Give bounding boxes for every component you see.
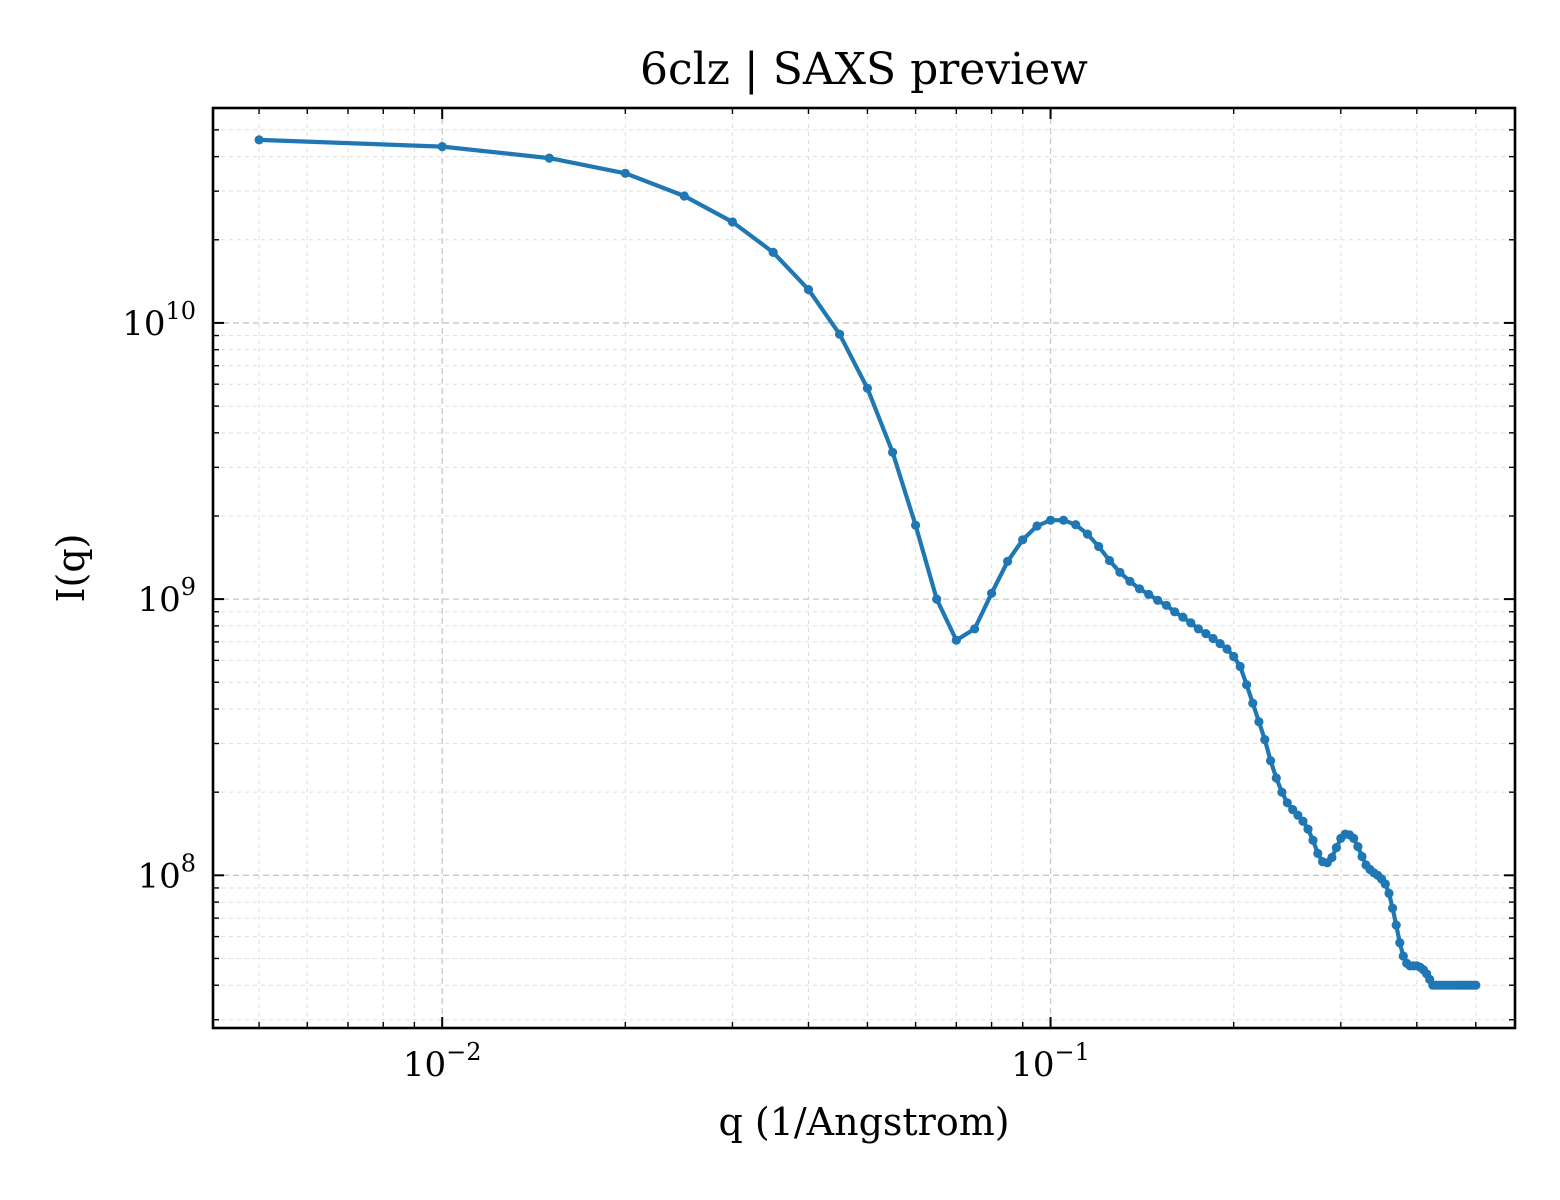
data-point xyxy=(1282,798,1292,808)
data-point xyxy=(1384,888,1394,899)
data-point xyxy=(862,383,873,393)
data-point xyxy=(1215,639,1225,649)
data-point xyxy=(727,217,738,227)
data-point xyxy=(1193,624,1203,634)
data-point xyxy=(254,135,264,145)
data-point xyxy=(1115,567,1125,577)
data-point xyxy=(620,168,630,178)
data-point xyxy=(1391,920,1401,930)
data-point xyxy=(1235,661,1245,672)
axes-frame xyxy=(211,106,1517,1030)
data-point xyxy=(1303,824,1313,834)
data-point xyxy=(1349,833,1359,844)
data-point xyxy=(1186,618,1196,628)
data-point xyxy=(1271,773,1281,783)
data-point xyxy=(1229,651,1239,662)
data-point xyxy=(1178,612,1188,622)
chart-title: 6clz | SAXS preview xyxy=(640,44,1088,95)
data-point xyxy=(1161,600,1171,610)
data-point xyxy=(1277,787,1287,797)
data-point xyxy=(1331,843,1341,853)
data-point xyxy=(1003,556,1013,567)
data-point xyxy=(1380,879,1390,889)
data-point xyxy=(1046,515,1056,525)
x-tick-label: 10−1 xyxy=(1011,1038,1090,1085)
data-point xyxy=(1398,951,1408,961)
axis-ticks: 10−2 10−1 108 109 1010 xyxy=(122,107,1515,1085)
data-point xyxy=(1201,629,1211,639)
data-point xyxy=(1298,816,1308,826)
data-point xyxy=(1125,576,1135,586)
data-point xyxy=(1071,520,1081,530)
data-point xyxy=(835,329,845,339)
data-point xyxy=(1242,680,1252,690)
data-point xyxy=(1353,842,1363,852)
data-point xyxy=(1471,980,1481,990)
data-point xyxy=(1222,644,1232,654)
data-point xyxy=(1254,717,1264,727)
data-point xyxy=(803,285,814,295)
data-point xyxy=(1144,589,1154,600)
data-point xyxy=(1260,735,1270,745)
data-point xyxy=(1388,903,1398,913)
data-point xyxy=(437,142,447,152)
data-point xyxy=(888,447,898,457)
grid xyxy=(213,107,1515,1028)
data-point xyxy=(1032,521,1042,531)
data-point xyxy=(1313,848,1323,859)
data-point xyxy=(544,153,554,163)
data-point xyxy=(1248,698,1258,708)
data-point xyxy=(679,191,689,201)
data-point xyxy=(970,624,980,634)
y-tick-label: 109 xyxy=(137,573,196,620)
data-point xyxy=(1058,515,1069,525)
data-point xyxy=(1357,851,1367,862)
data-point xyxy=(1170,607,1180,617)
data-point xyxy=(911,520,921,530)
data-point xyxy=(1134,584,1145,594)
data-point xyxy=(1327,852,1337,863)
x-tick-label: 10−2 xyxy=(403,1038,482,1085)
data-point xyxy=(1082,529,1093,539)
data-point xyxy=(1293,810,1303,820)
x-axis-label: q (1/Angstrom) xyxy=(718,1100,1009,1144)
data-point xyxy=(932,594,942,604)
data-point xyxy=(951,635,961,645)
data-point xyxy=(1266,756,1276,766)
y-tick-label: 108 xyxy=(137,849,196,896)
data-point xyxy=(987,588,997,598)
data-point xyxy=(1104,555,1115,566)
data-point xyxy=(1395,938,1405,948)
data-point xyxy=(1208,633,1218,644)
data-point xyxy=(1153,595,1163,605)
data-point xyxy=(1018,535,1028,545)
plot-area xyxy=(254,135,1481,990)
y-axis-label: I(q) xyxy=(49,534,93,603)
data-point xyxy=(1308,835,1318,845)
y-tick-label: 1010 xyxy=(122,297,196,344)
data-point xyxy=(768,247,778,257)
data-point xyxy=(1094,541,1104,552)
